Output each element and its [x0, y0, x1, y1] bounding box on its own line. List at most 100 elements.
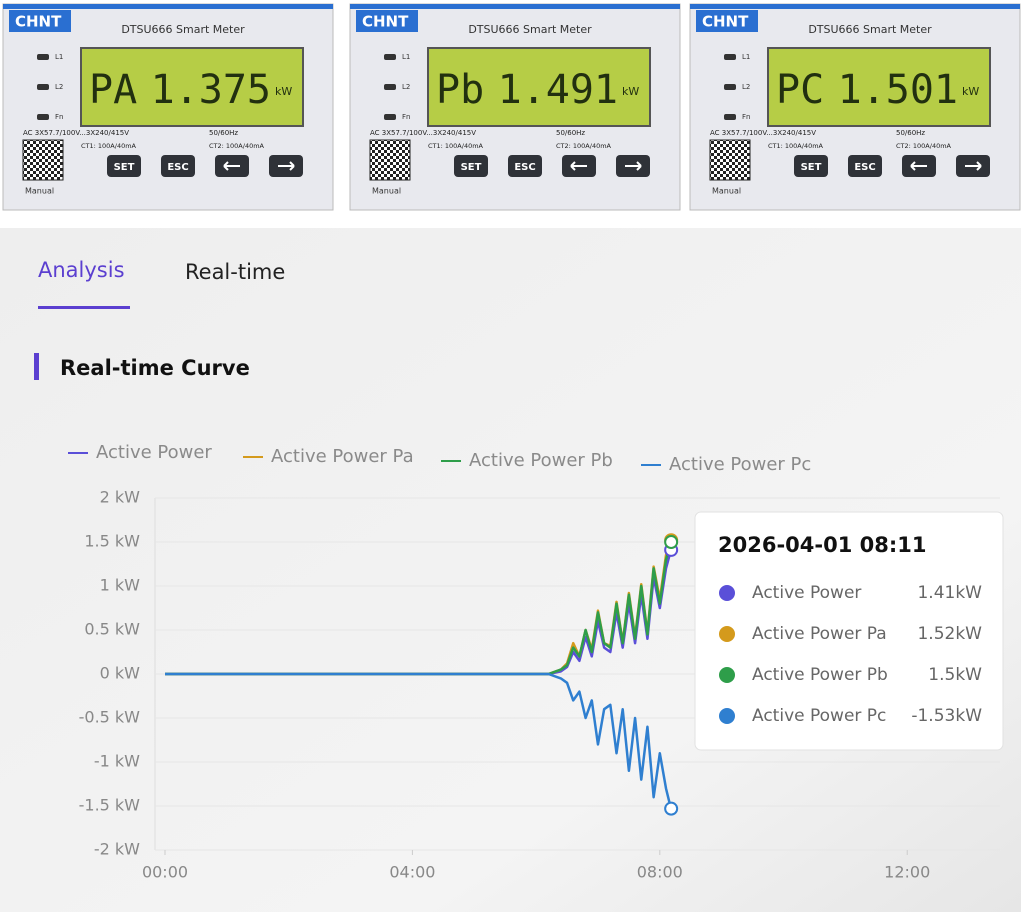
lcd-phase: Pb [436, 67, 484, 113]
meter-stripe [690, 4, 1020, 9]
tooltip-name: Active Power [752, 583, 861, 603]
frequency: 50/60Hz [896, 129, 925, 137]
button-label: ESC [167, 162, 188, 173]
section-title: Real-time Curve [60, 356, 250, 380]
button[interactable] [161, 155, 195, 177]
indicator-led [37, 84, 49, 90]
brand-tab [9, 10, 71, 32]
indicator-label: Fn [742, 113, 750, 121]
ct2: CT2: 100A/40mA [896, 142, 952, 150]
arrow-icon [278, 161, 295, 171]
lcd-reading: 1.491 [498, 67, 618, 113]
qr-code [22, 139, 64, 181]
lcd-unit: kW [962, 85, 979, 98]
y-tick-label: 0 kW [100, 664, 141, 683]
hover-point [664, 535, 679, 549]
button[interactable] [794, 155, 828, 177]
meter-stripe [3, 4, 333, 9]
tooltip [694, 511, 1004, 751]
frequency: 50/60Hz [556, 129, 585, 137]
tooltip-dot [719, 667, 735, 683]
indicator-led [37, 114, 49, 120]
ct1: CT1: 100A/40mA [81, 142, 137, 150]
y-tick-label: -2 kW [94, 840, 140, 859]
tooltip-value: -1.53kW [911, 706, 982, 726]
legend-label[interactable]: Active Power Pa [271, 446, 414, 467]
qr-code [369, 139, 411, 181]
tooltip-name: Active Power Pb [752, 665, 888, 685]
arrow-icon [223, 161, 240, 171]
button[interactable] [107, 155, 141, 177]
lcd-phase: PA [89, 67, 137, 113]
tooltip-dot [719, 585, 735, 601]
model: DTSU666 Smart Meter [468, 23, 592, 36]
arrow-icon [570, 161, 587, 171]
tab-active[interactable]: Analysis [38, 258, 125, 282]
model: DTSU666 Smart Meter [121, 23, 245, 36]
ct1: CT1: 100A/40mA [768, 142, 824, 150]
spec: AC 3X57.7/100V...3X240/415V [710, 129, 816, 137]
indicator-led [384, 114, 396, 120]
legend-label[interactable]: Active Power [96, 442, 212, 463]
button-label: SET [114, 162, 135, 173]
indicator-label: Fn [55, 113, 63, 121]
indicator-label: L2 [402, 83, 410, 91]
tooltip-title: 2026-04-01 08:11 [718, 533, 926, 557]
meter-stripe [350, 4, 680, 9]
arrow-icon [965, 161, 982, 171]
indicator-led [724, 84, 736, 90]
frequency: 50/60Hz [209, 129, 238, 137]
button-label: ESC [514, 162, 535, 173]
tooltip-value: 1.41kW [917, 583, 982, 603]
y-tick-label: 0.5 kW [84, 620, 140, 639]
lcd-reading: 1.501 [838, 67, 958, 113]
y-tick-label: -1 kW [94, 752, 140, 771]
arrow-icon [625, 161, 642, 171]
lcd-reading: 1.375 [151, 67, 271, 113]
indicator-label: L2 [55, 83, 63, 91]
indicator-led [384, 54, 396, 60]
y-tick-label: 1.5 kW [84, 532, 140, 551]
brand-tab [696, 10, 758, 32]
tab[interactable]: Real-time [185, 260, 285, 284]
ct2: CT2: 100A/40mA [209, 142, 265, 150]
indicator-led [37, 54, 49, 60]
y-tick-label: -1.5 kW [79, 796, 141, 815]
lcd [427, 47, 651, 127]
y-tick-label: 1 kW [100, 576, 141, 595]
indicator-label: L1 [402, 53, 410, 61]
x-tick-label: 00:00 [142, 863, 188, 882]
button[interactable] [508, 155, 542, 177]
tooltip-dot [719, 708, 735, 724]
button[interactable] [454, 155, 488, 177]
tooltip-name: Active Power Pa [752, 624, 887, 644]
button-label: SET [801, 162, 822, 173]
brand: CHNT [702, 13, 749, 31]
button-label: ESC [854, 162, 875, 173]
legend-label[interactable]: Active Power Pc [669, 454, 811, 475]
brand-tab [356, 10, 418, 32]
lcd-phase: PC [776, 67, 824, 113]
indicator-led [724, 54, 736, 60]
section-marker [34, 353, 39, 380]
spec: AC 3X57.7/100V...3X240/415V [370, 129, 476, 137]
button[interactable] [848, 155, 882, 177]
series-line [165, 672, 673, 809]
legend-label[interactable]: Active Power Pb [469, 450, 613, 471]
ct2: CT2: 100A/40mA [556, 142, 612, 150]
spec: AC 3X57.7/100V...3X240/415V [23, 129, 129, 137]
x-tick-label: 12:00 [884, 863, 930, 882]
hover-point [664, 801, 679, 816]
indicator-label: Fn [402, 113, 410, 121]
series-line [165, 541, 673, 676]
tooltip-dot [719, 626, 735, 642]
y-tick-label: -0.5 kW [79, 708, 141, 727]
x-tick-label: 08:00 [637, 863, 683, 882]
lcd [80, 47, 304, 127]
qr-label: Manual [25, 187, 54, 196]
qr-code [709, 139, 751, 181]
tooltip-value: 1.5kW [928, 665, 982, 685]
indicator-label: L1 [55, 53, 63, 61]
brand: CHNT [15, 13, 62, 31]
